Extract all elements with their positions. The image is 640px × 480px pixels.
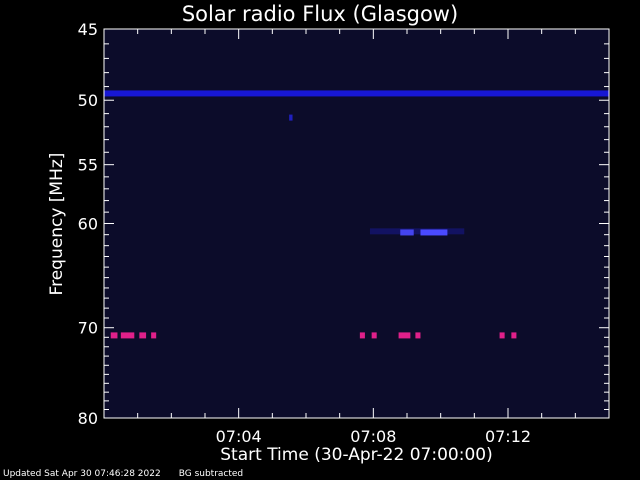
- plot-background: [104, 29, 609, 418]
- chart-title: Solar radio Flux (Glasgow): [181, 2, 459, 26]
- emission-spot: [139, 332, 147, 339]
- emission-spot: [415, 332, 421, 339]
- emission-spot: [151, 332, 157, 339]
- y-tick-label: 60: [78, 215, 98, 234]
- footer-info: Updated Sat Apr 30 07:46:28 2022 BG subtr…: [3, 469, 261, 479]
- background-note: BG subtracted: [178, 469, 244, 479]
- x-tick-label: 07:12: [485, 427, 531, 446]
- x-tick-label: 07:04: [216, 427, 262, 446]
- emission-band: [369, 228, 465, 235]
- emission-spot: [110, 332, 118, 339]
- y-axis-label: Frequency [MHz]: [47, 152, 67, 296]
- emission-spot: [398, 332, 411, 339]
- y-tick-label: 55: [78, 156, 98, 175]
- emission-spot: [371, 332, 377, 339]
- updated-timestamp: Updated Sat Apr 30 07:46:28 2022: [3, 469, 161, 479]
- emission-spot: [120, 332, 135, 339]
- y-tick-label: 70: [78, 319, 98, 338]
- x-tick-label: 07:08: [350, 427, 396, 446]
- emission-spot: [359, 332, 365, 339]
- y-tick-label: 80: [78, 409, 98, 428]
- emission-spot: [420, 229, 448, 236]
- emission-spot: [511, 332, 517, 339]
- emission-band: [104, 90, 609, 97]
- x-axis-label: Start Time (30-Apr-22 07:00:00): [220, 445, 493, 465]
- emission-spot: [400, 229, 414, 236]
- emission-spot: [289, 114, 293, 121]
- y-tick-label: 45: [78, 20, 98, 39]
- y-tick-label: 50: [78, 91, 98, 110]
- emission-spot: [499, 332, 505, 339]
